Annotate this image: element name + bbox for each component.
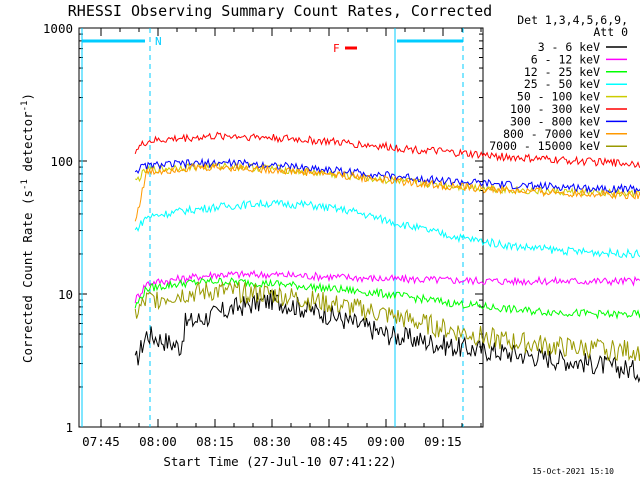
legend-label-2: 6 - 12 keV: [531, 52, 600, 66]
legend-label-9: 7000 - 15000 keV: [489, 139, 600, 153]
legend-label-7: 300 - 800 keV: [510, 114, 600, 128]
x-tick-label-0845: 08:45: [310, 434, 348, 449]
night-marker-label: N: [155, 35, 162, 48]
x-tick-label-0900: 09:00: [367, 434, 405, 449]
x-tick-label-0815: 08:15: [196, 434, 234, 449]
series-line-2: [134, 269, 640, 304]
y-tick-label-10: 10: [58, 287, 73, 302]
series-line-3: [134, 276, 640, 320]
series-line-9: [134, 280, 640, 362]
y-axis-label: Corrected Count Rate (s-1 detector-1): [20, 93, 35, 363]
timestamp: 15-Oct-2021 15:10: [532, 467, 614, 476]
x-axis-label: Start Time (27-Jul-10 07:41:22): [163, 454, 396, 469]
flare-marker-label: F: [333, 42, 340, 55]
x-tick-label-0800: 08:00: [139, 434, 177, 449]
legend-label-8: 800 - 7000 keV: [503, 127, 600, 141]
x-tick-label-0745: 07:45: [82, 434, 120, 449]
legend-header-line2: Att 0: [593, 25, 628, 39]
legend-label-6: 100 - 300 keV: [510, 102, 600, 116]
series-line-4: [134, 199, 640, 259]
y-tick-label-1000: 1000: [43, 21, 73, 36]
series-line-1: [134, 289, 640, 384]
series-line-7: [134, 157, 640, 195]
series-line-8: [134, 162, 640, 222]
y-tick-label-100: 100: [50, 154, 73, 169]
legend-label-4: 25 - 50 keV: [524, 77, 600, 91]
series-line-6: [134, 131, 640, 169]
legend-label-5: 50 - 100 keV: [517, 90, 600, 104]
chart-title: RHESSI Observing Summary Count Rates, Co…: [68, 2, 492, 20]
legend-header-line1: Det 1,3,4,5,6,9,: [517, 13, 628, 27]
flare-marker: F: [333, 42, 357, 55]
night-markers: N: [81, 28, 464, 427]
x-tick-label-0915: 09:15: [424, 434, 462, 449]
plot-frame: [78, 27, 484, 428]
series-group: [134, 131, 640, 384]
legend-label-1: 3 - 6 keV: [538, 40, 600, 54]
y-tick-label-1: 1: [65, 420, 73, 435]
x-tick-label-0830: 08:30: [253, 434, 291, 449]
legend-label-3: 12 - 25 keV: [524, 65, 600, 79]
